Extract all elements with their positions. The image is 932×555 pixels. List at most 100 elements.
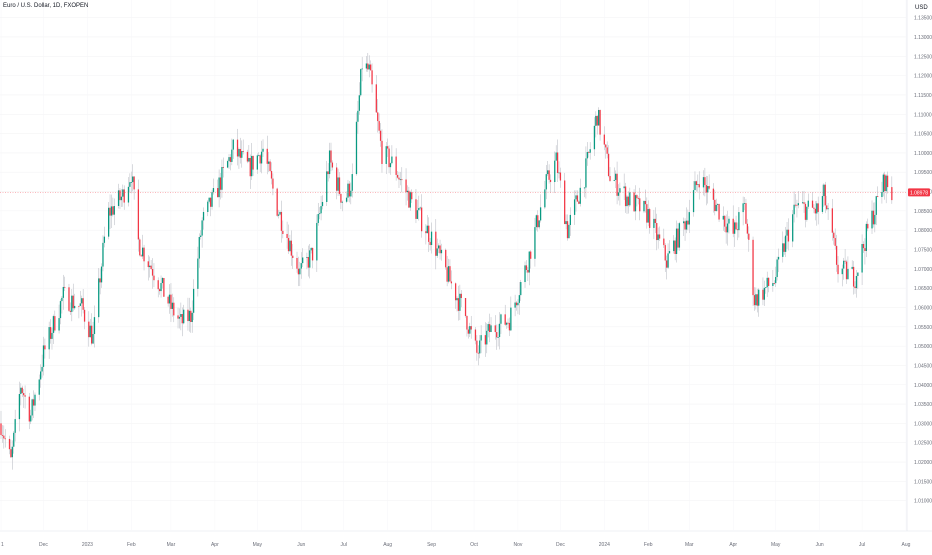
- candle-up: [319, 213, 321, 215]
- candle-up: [538, 220, 540, 228]
- candle-up: [733, 222, 736, 234]
- candle-up: [579, 187, 581, 204]
- candle-up: [238, 149, 240, 157]
- candle-down: [695, 181, 698, 186]
- candle-down: [831, 208, 833, 233]
- candle-up: [120, 196, 123, 201]
- candle-up: [122, 189, 124, 197]
- candle-down: [139, 239, 141, 256]
- price-tick-label: 1.01000: [914, 499, 932, 505]
- candle-down: [867, 223, 869, 229]
- candle-down: [370, 64, 372, 71]
- time-tick-label: Aug: [902, 542, 911, 548]
- candle-up: [430, 231, 433, 245]
- candle-up: [358, 95, 360, 111]
- candle-up: [14, 419, 16, 433]
- candle-down: [814, 208, 816, 214]
- candle-down: [88, 321, 90, 338]
- candle-up: [212, 188, 215, 193]
- candle-down: [405, 179, 407, 193]
- candle-up: [865, 223, 867, 251]
- candle-down: [576, 195, 579, 202]
- candle-down: [684, 221, 686, 230]
- candle-up: [355, 121, 358, 175]
- candle-up: [498, 323, 501, 338]
- candle-up: [81, 298, 83, 304]
- candle-up: [40, 371, 42, 380]
- candle-up: [406, 190, 409, 193]
- candle-down: [656, 223, 658, 241]
- candle-down: [556, 152, 559, 173]
- candle-up: [228, 157, 230, 162]
- time-tick-label: Apr: [211, 542, 219, 548]
- candle-up: [132, 176, 134, 183]
- candle-up: [351, 174, 353, 191]
- candle-down: [753, 295, 756, 306]
- candle-down: [718, 204, 720, 220]
- price-tick-label: 1.03000: [914, 421, 932, 427]
- last-price-label: 1.08978: [910, 190, 928, 196]
- candle-down: [494, 325, 496, 333]
- candle-up: [593, 125, 596, 150]
- time-tick-label: May: [253, 542, 263, 548]
- price-currency-label: USD: [915, 5, 928, 11]
- candle-up: [497, 337, 499, 338]
- price-tick-label: 1.07000: [914, 267, 932, 273]
- candle-down: [252, 155, 254, 170]
- candle-down: [666, 260, 668, 268]
- candle-down: [282, 230, 284, 234]
- candle-down: [646, 204, 648, 223]
- candle-up: [520, 282, 522, 296]
- candle-down: [811, 200, 814, 208]
- candle-down: [633, 192, 635, 212]
- candle-down: [852, 266, 855, 287]
- candle-down: [578, 201, 580, 204]
- candle-up: [619, 188, 621, 193]
- price-tick-label: 1.09500: [914, 170, 932, 176]
- candle-down: [311, 247, 314, 261]
- candle-down: [663, 238, 665, 246]
- time-tick-label: May: [771, 542, 781, 548]
- candle-down: [603, 134, 605, 145]
- candle-up: [575, 195, 577, 200]
- candle-up: [256, 155, 258, 170]
- candle-down: [150, 265, 152, 270]
- candle-up: [208, 197, 210, 202]
- candle-down: [23, 393, 25, 396]
- candle-up: [192, 288, 195, 313]
- price-tick-label: 1.04000: [914, 383, 932, 389]
- candle-up: [447, 266, 450, 282]
- candle-down: [83, 309, 86, 322]
- candle-up: [547, 170, 549, 175]
- candle-up: [486, 330, 488, 345]
- candle-down: [596, 115, 598, 126]
- candle-down: [833, 232, 835, 239]
- candle-down: [429, 241, 431, 245]
- candle-down: [297, 268, 300, 275]
- candle-up: [201, 220, 203, 236]
- candle-down: [209, 197, 212, 207]
- candle-down: [91, 325, 93, 344]
- candle-down: [242, 151, 244, 152]
- candle-up: [518, 295, 520, 303]
- candle-up: [816, 203, 818, 214]
- candle-down: [435, 231, 437, 256]
- candle-up: [141, 247, 144, 257]
- candle-up: [786, 229, 788, 236]
- candle-down: [395, 156, 397, 175]
- price-tick-label: 1.10000: [914, 151, 932, 157]
- price-tick-label: 1.05000: [914, 344, 932, 350]
- candle-up: [782, 243, 784, 257]
- candle-down: [99, 278, 101, 283]
- candle-down: [708, 186, 710, 189]
- candle-down: [32, 399, 35, 406]
- candle-down: [756, 294, 758, 306]
- candle-down: [515, 302, 518, 306]
- candle-down: [143, 247, 145, 262]
- candle-down: [677, 228, 679, 248]
- candle-down: [119, 190, 121, 201]
- candle-down: [276, 188, 278, 216]
- candle-down: [330, 150, 332, 163]
- candle-down: [783, 243, 785, 252]
